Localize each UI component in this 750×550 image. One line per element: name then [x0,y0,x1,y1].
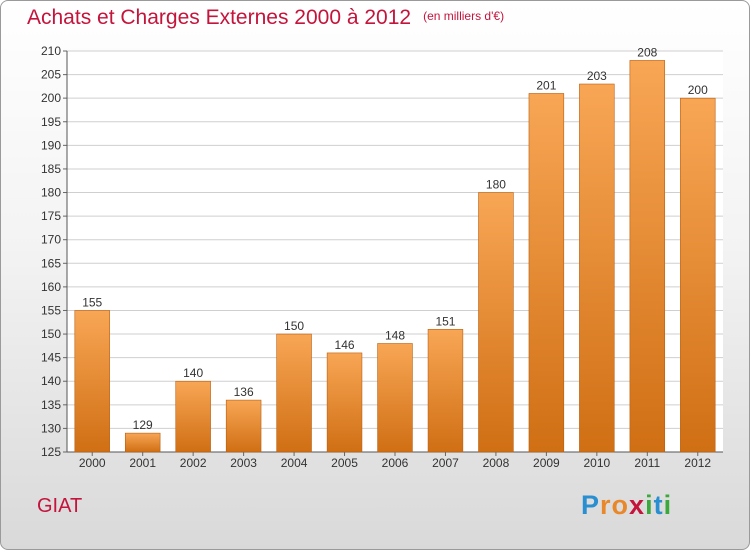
x-tick-label-2004: 2004 [281,456,308,470]
x-tick-label-2007: 2007 [432,456,459,470]
chart-subtitle: (en milliers d'€) [423,9,505,23]
x-tick-label-2009: 2009 [533,456,560,470]
data-label-2005: 146 [335,338,355,352]
bar-2003 [225,399,262,453]
data-label-2004: 150 [284,319,304,333]
bar-2000 [74,310,110,453]
data-label-2000: 155 [82,295,102,309]
x-tick-label-2001: 2001 [129,456,156,470]
data-label-2001: 129 [133,418,153,432]
data-label-2003: 136 [234,385,254,399]
x-tick-label-2002: 2002 [180,456,207,470]
logo-letter: t [653,490,664,520]
y-tick-label: 185 [41,162,61,176]
x-tick-label-2006: 2006 [382,456,409,470]
data-label-2011: 208 [637,45,657,59]
y-tick-label: 130 [41,421,61,435]
y-tick-label: 150 [41,327,61,341]
y-tick-label: 140 [41,374,61,388]
x-tick-label-2012: 2012 [684,456,711,470]
bar-2004 [276,333,312,453]
x-tick-label-2005: 2005 [331,456,358,470]
logo-letter: r [600,490,612,520]
y-tick-label: 160 [41,280,61,294]
logo-letter: P [581,490,601,520]
y-tick-label: 180 [41,186,61,200]
x-tick-label-2008: 2008 [483,456,510,470]
data-label-2006: 148 [385,328,405,342]
bar-2012 [680,97,716,453]
logo-letter: x [629,490,646,520]
y-tick-label: 190 [41,138,61,152]
logo-letter: o [611,490,630,520]
data-label-2008: 180 [486,178,506,192]
title-text: Achats et Charges Externes 2000 à 2012 [27,6,412,29]
bar-2007 [427,329,464,453]
bar-2005 [326,352,363,453]
bar-2010 [579,83,615,453]
data-label-2002: 140 [183,366,203,380]
y-tick-label: 165 [41,256,61,270]
y-tick-label: 175 [41,209,61,223]
bar-2009 [528,93,565,453]
bar-2006 [377,343,413,453]
logo-letter: i [645,490,654,520]
x-tick-label-2003: 2003 [230,456,257,470]
data-label-2012: 200 [688,83,708,97]
bar-2011 [629,60,666,453]
y-tick-label: 200 [41,91,61,105]
bar-2002 [175,380,211,453]
y-tick-label: 155 [41,303,61,317]
data-label-2009: 201 [536,78,556,92]
bar-2008 [478,192,514,453]
city-name: GIAT [37,495,83,517]
x-tick-label-2010: 2010 [583,456,610,470]
x-tick-label-2011: 2011 [634,456,660,470]
data-label-2007: 151 [435,314,455,328]
proxiti-logo: Proxiti [581,490,672,521]
y-tick-label: 135 [41,398,61,412]
logo-letter: i [663,490,673,520]
y-tick-label: 170 [41,233,61,247]
bar-2001 [124,432,161,453]
chart-title: Achats et Charges Externes 2000 à 2012 (e… [27,6,504,30]
y-tick-label: 195 [41,115,61,129]
y-tick-label: 210 [41,44,61,58]
y-tick-label: 125 [41,445,61,459]
data-label-2010: 203 [587,69,607,83]
x-tick-label-2000: 2000 [79,456,106,470]
y-tick-label: 145 [41,351,61,365]
y-tick-label: 205 [41,68,61,82]
